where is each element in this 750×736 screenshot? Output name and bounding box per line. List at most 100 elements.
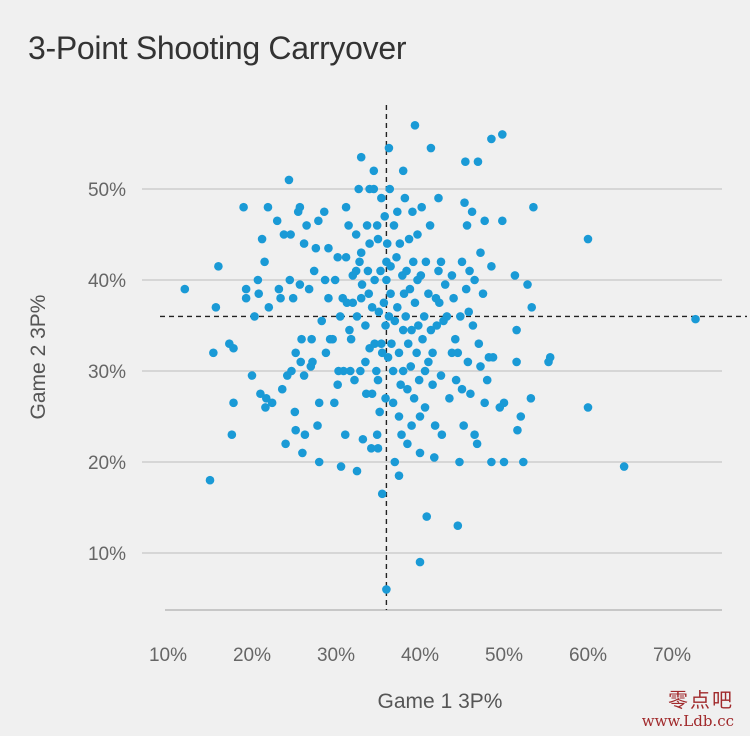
data-point (362, 221, 372, 230)
data-point (691, 314, 700, 324)
data-point (364, 289, 374, 298)
data-point (487, 457, 496, 467)
data-point (583, 403, 593, 412)
data-point (403, 439, 412, 449)
data-point (296, 357, 306, 367)
data-point (382, 239, 392, 248)
data-point (512, 357, 521, 367)
data-point (308, 357, 317, 367)
data-point (267, 398, 277, 408)
data-point (401, 312, 411, 321)
data-point (396, 380, 405, 389)
data-point (384, 312, 394, 321)
data-point (377, 348, 387, 358)
data-point (361, 389, 371, 399)
data-point (253, 275, 263, 285)
data-point (498, 216, 507, 226)
data-point (336, 462, 346, 471)
data-point (432, 321, 442, 330)
data-point (426, 143, 436, 153)
data-point (379, 298, 389, 308)
data-point (382, 585, 391, 594)
data-point (459, 421, 468, 430)
data-point (263, 202, 273, 212)
data-point (430, 421, 440, 430)
data-point (440, 280, 450, 289)
data-point (482, 375, 492, 385)
data-point (526, 394, 536, 403)
data-point (415, 412, 425, 421)
data-point (369, 184, 379, 194)
data-point (339, 366, 348, 376)
data-point (417, 202, 426, 212)
data-point (324, 293, 333, 303)
data-point (413, 230, 422, 239)
data-point (356, 248, 366, 257)
data-point (346, 334, 356, 344)
data-point (297, 334, 306, 344)
data-point (328, 334, 337, 344)
data-point (445, 394, 454, 403)
data-point (373, 234, 383, 244)
data-point (381, 321, 390, 330)
data-point (333, 380, 342, 389)
data-point (461, 157, 470, 166)
data-point (380, 212, 390, 221)
data-point (470, 430, 479, 440)
data-point (356, 152, 366, 162)
data-point (474, 339, 484, 349)
data-point (298, 448, 307, 458)
data-point (434, 193, 443, 203)
y-axis-label: Game 2 3P% (27, 295, 50, 420)
data-point (415, 448, 425, 458)
chart-title: 3-Point Shooting Carryover (28, 30, 407, 66)
data-point (377, 339, 386, 349)
data-point (302, 221, 311, 230)
data-point (264, 303, 274, 312)
x-tick-label: 30% (317, 645, 355, 666)
data-points (180, 121, 700, 594)
grid-lines (142, 188, 722, 554)
data-point (403, 339, 413, 349)
data-point (397, 430, 406, 440)
data-point (279, 230, 289, 239)
data-point (399, 289, 409, 298)
data-point (256, 389, 265, 399)
data-point (545, 353, 555, 362)
data-point (341, 202, 351, 212)
watermark: 零点吧 www.Ldb.cc (642, 688, 734, 730)
data-point (284, 175, 294, 185)
data-point (299, 239, 309, 248)
data-point (403, 384, 412, 394)
data-point (367, 303, 377, 312)
data-point (480, 398, 489, 408)
data-point (428, 380, 437, 389)
data-point (291, 425, 300, 435)
data-point (317, 316, 327, 326)
data-point (205, 475, 215, 485)
x-tick-label: 40% (401, 645, 439, 666)
data-point (314, 398, 324, 408)
data-point (281, 439, 290, 449)
data-point (389, 221, 399, 230)
x-axis-label: Game 1 3P% (378, 690, 503, 713)
data-point (418, 334, 427, 344)
data-point (414, 375, 424, 385)
data-point (313, 421, 322, 430)
data-point (410, 298, 420, 308)
data-point (372, 366, 381, 376)
reference-lines (160, 105, 747, 610)
data-point (480, 216, 489, 226)
data-point (180, 284, 190, 294)
data-point (429, 453, 439, 462)
data-point (415, 557, 425, 567)
data-point (372, 430, 382, 440)
data-point (393, 303, 402, 312)
watermark-url: www.Ldb.cc (641, 712, 734, 730)
data-point (341, 252, 351, 262)
data-point (239, 202, 248, 212)
data-point (214, 262, 223, 271)
data-point (254, 289, 264, 298)
data-point (499, 457, 509, 467)
y-tick-label: 10% (88, 544, 126, 565)
